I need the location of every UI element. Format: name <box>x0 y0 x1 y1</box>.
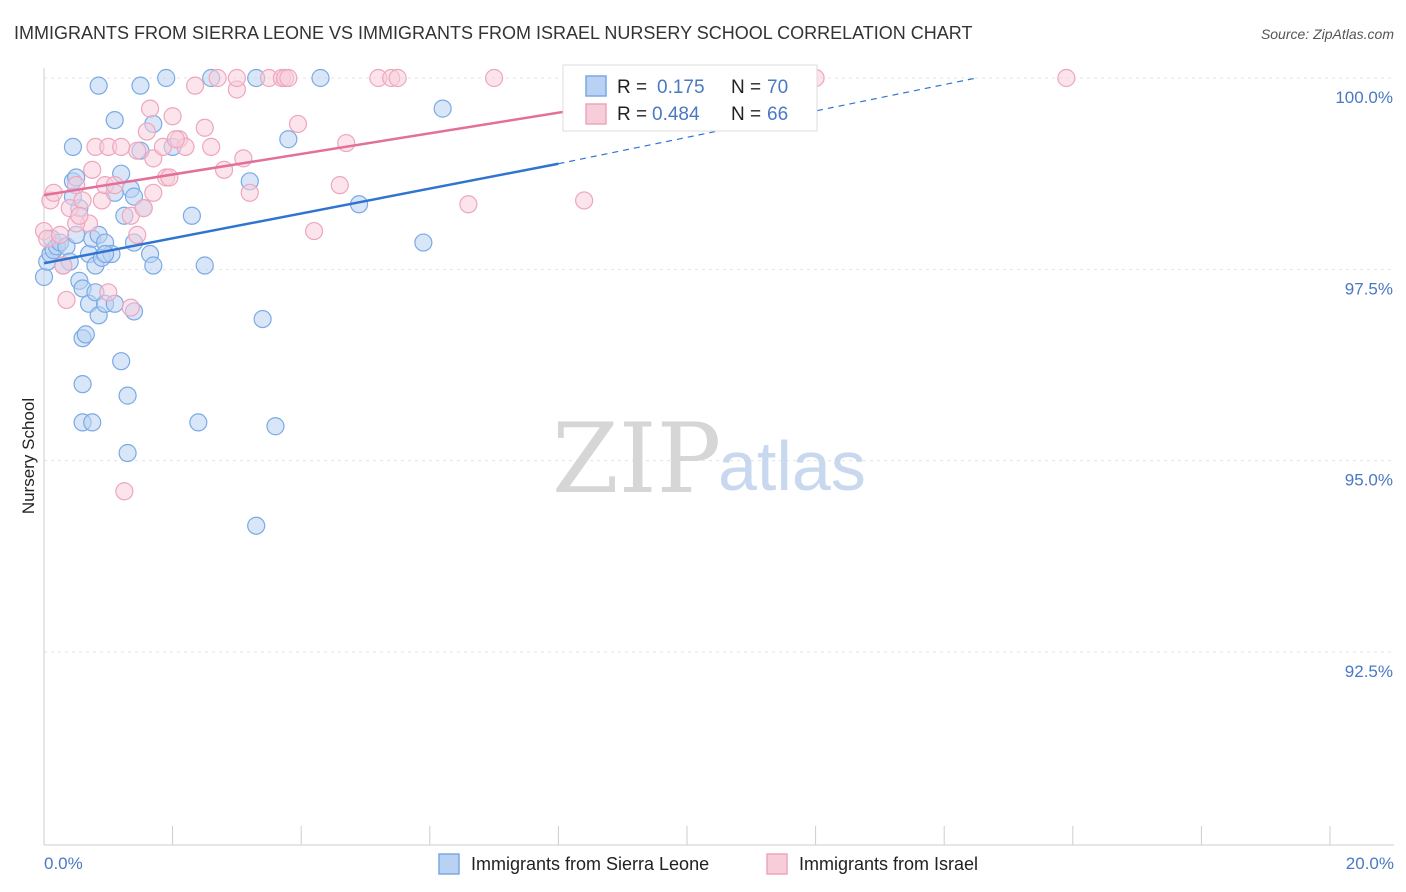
point-s0-63 <box>279 130 298 149</box>
point-s0-44 <box>95 244 115 264</box>
point-s0-57 <box>311 68 330 88</box>
point-s1-41 <box>304 221 324 241</box>
point-s0-32 <box>118 386 137 405</box>
x-axis-ticks <box>172 826 1331 845</box>
watermark-zip: ZIP <box>552 403 721 515</box>
point-s1-30 <box>186 76 205 95</box>
point-s0-48 <box>118 443 137 463</box>
point-s1-27 <box>163 107 182 126</box>
point-s1-43 <box>337 133 356 153</box>
point-s0-60 <box>253 309 272 329</box>
point-s1-56 <box>227 68 246 88</box>
point-s0-65 <box>414 233 433 252</box>
y-tick-label-3: 92.5% <box>1345 662 1393 681</box>
point-s1-63 <box>166 130 185 149</box>
point-s1-26 <box>160 168 179 187</box>
legend-swatch-sierra-leone <box>438 853 460 875</box>
trend-lines <box>43 77 977 265</box>
point-s0-14 <box>63 137 83 156</box>
point-s1-20 <box>128 141 147 160</box>
point-s0-0 <box>34 267 54 287</box>
point-s1-36 <box>240 183 259 202</box>
point-s0-54 <box>157 68 176 88</box>
point-s0-47 <box>83 413 102 432</box>
point-s1-22 <box>137 122 156 141</box>
point-s1-57 <box>288 114 308 134</box>
point-s1-21 <box>134 199 153 218</box>
chart-source: Source: ZipAtlas.com <box>1261 26 1394 42</box>
point-s1-11 <box>83 160 102 179</box>
stats-r-label-2: R = <box>617 104 647 125</box>
point-s0-58 <box>131 76 150 95</box>
stats-r-value-2: 0.484 <box>652 104 700 125</box>
watermark: ZIP atlas <box>552 403 866 515</box>
point-s1-9 <box>73 191 92 210</box>
point-s0-52 <box>182 206 201 225</box>
point-s1-32 <box>202 137 221 156</box>
point-s1-13 <box>92 191 111 210</box>
point-s0-53 <box>195 256 214 275</box>
legend-label-sierra-leone: Immigrants from Sierra Leone <box>471 854 709 874</box>
stats-swatch-israel <box>585 103 607 125</box>
x-tick-label-min: 0.0% <box>44 854 83 873</box>
stats-n-label-1: N = <box>731 77 761 98</box>
point-s1-54 <box>1057 68 1076 88</box>
point-s1-46 <box>388 68 407 88</box>
stats-r-value-1: 0.175 <box>657 77 705 98</box>
point-s1-31 <box>195 118 214 137</box>
point-s1-58 <box>144 183 163 202</box>
stats-legend: R = 0.175 N = 70 R = 0.484 N = 66 <box>562 64 818 132</box>
legend-label-israel: Immigrants from Israel <box>799 854 978 874</box>
point-s1-60 <box>121 298 140 317</box>
stats-r-label-1: R = <box>617 77 647 98</box>
series-legend: Immigrants from Sierra Leone Immigrants … <box>438 853 978 875</box>
point-s0-49 <box>189 413 208 432</box>
stats-n-value-1: 70 <box>767 77 788 98</box>
stats-n-value-2: 66 <box>767 104 788 125</box>
point-s1-15 <box>99 283 118 302</box>
point-s1-62 <box>115 482 134 501</box>
point-s1-48 <box>485 68 504 88</box>
point-s1-49 <box>575 191 594 210</box>
point-s0-27 <box>76 325 95 344</box>
y-tick-label-1: 97.5% <box>1345 279 1393 298</box>
chart-title: IMMIGRANTS FROM SIERRA LEONE VS IMMIGRAN… <box>14 23 972 43</box>
y-axis-tick-labels: 100.0% 97.5% 95.0% 92.5% <box>1335 88 1393 681</box>
point-s0-62 <box>247 516 266 535</box>
stats-swatch-sierra-leone <box>585 75 607 97</box>
point-s1-64 <box>140 99 160 118</box>
y-tick-label-2: 95.0% <box>1345 471 1393 490</box>
point-s0-31 <box>112 352 131 371</box>
point-s1-55 <box>208 68 227 88</box>
point-s0-66 <box>433 99 452 118</box>
point-s1-42 <box>330 176 349 195</box>
point-s1-59 <box>128 225 147 244</box>
y-tick-label-0: 100.0% <box>1335 88 1393 107</box>
point-s1-18 <box>112 137 131 156</box>
point-s0-67 <box>89 76 108 95</box>
point-s0-42 <box>105 110 124 130</box>
point-s0-45 <box>73 375 92 394</box>
point-s1-4 <box>50 225 70 244</box>
point-s1-47 <box>459 195 478 214</box>
point-s1-6 <box>57 290 76 310</box>
point-s1-65 <box>70 206 89 225</box>
y-axis-label: Nursery School <box>19 398 38 514</box>
point-s1-40 <box>279 68 298 88</box>
point-s1-33 <box>214 160 234 179</box>
trend-line-0 <box>43 162 559 265</box>
stats-n-label-2: N = <box>731 104 761 125</box>
point-s0-61 <box>266 417 285 436</box>
legend-swatch-israel <box>766 853 788 875</box>
point-s0-38 <box>144 256 163 275</box>
watermark-atlas: atlas <box>718 427 866 505</box>
x-tick-label-max: 20.0% <box>1346 854 1394 873</box>
